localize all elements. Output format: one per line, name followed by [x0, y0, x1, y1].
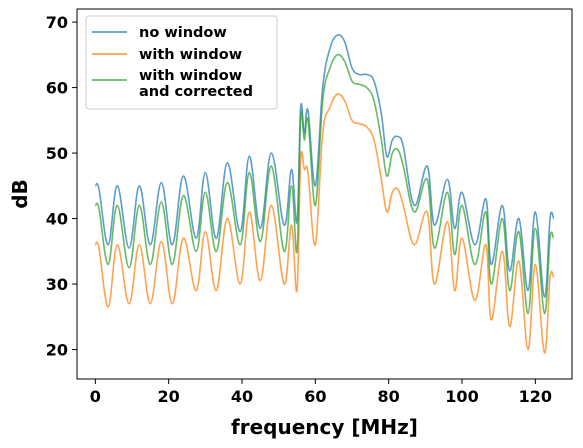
x-tick-label: 20 [158, 387, 180, 406]
x-axis-title: frequency [MHz] [231, 415, 418, 439]
legend-label-0: no window [139, 25, 227, 41]
x-tick-label: 0 [90, 387, 101, 406]
y-tick-label: 60 [46, 79, 68, 98]
y-tick-label: 50 [46, 144, 68, 163]
y-tick-label: 70 [46, 13, 68, 32]
legend-label-2: with windowand corrected [139, 68, 253, 100]
x-tick-label: 120 [519, 387, 552, 406]
y-axis-title: dB [8, 179, 32, 209]
y-tick-label: 40 [46, 210, 68, 229]
series-line-1 [95, 94, 553, 353]
legend: no window with window with windowand corre… [86, 16, 277, 109]
x-tick-label: 80 [378, 387, 400, 406]
x-tick-label: 40 [231, 387, 253, 406]
legend-label-1: with window [139, 47, 242, 63]
y-tick-label: 20 [46, 341, 68, 360]
x-tick-label: 60 [304, 387, 326, 406]
x-tick-label: 100 [445, 387, 478, 406]
y-tick-label: 30 [46, 275, 68, 294]
